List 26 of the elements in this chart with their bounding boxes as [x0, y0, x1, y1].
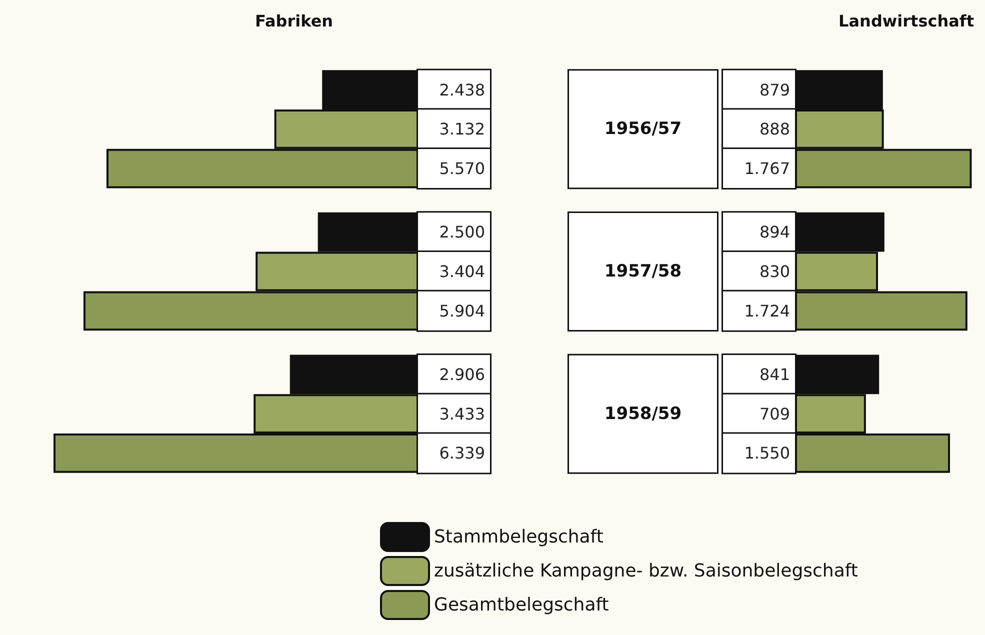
- y-tick-label: 1957/58: [604, 262, 682, 282]
- data-label: 2.500: [439, 222, 485, 242]
- legend-label: Gesamtbelegschaft: [434, 594, 609, 616]
- y-tick-label: 1958/59: [604, 404, 682, 424]
- data-label: 3.404: [439, 262, 485, 281]
- data-label: 3.433: [439, 404, 485, 424]
- data-label: 5.904: [439, 301, 485, 320]
- data-label: 879: [759, 80, 790, 100]
- data-label: 709: [759, 404, 790, 424]
- data-label: 6.339: [439, 444, 485, 463]
- data-label: 1.767: [744, 159, 790, 178]
- y-tick-label: 1956/57: [604, 119, 682, 140]
- data-label: 2.906: [439, 364, 485, 384]
- legend-label: zusätzliche Kampagne- bzw. Saisonbelegschaft: [434, 560, 858, 582]
- data-label: 841: [759, 364, 790, 384]
- data-label: 3.132: [439, 120, 485, 139]
- data-label: 888: [759, 120, 790, 139]
- legend-label: Stammbelegschaft: [434, 526, 604, 548]
- chart-title: Landwirtschaft: [838, 12, 974, 30]
- data-label: 894: [759, 222, 790, 242]
- data-label: 5.570: [439, 159, 485, 178]
- data-label: 2.438: [439, 80, 485, 100]
- chart-title: Fabriken: [255, 12, 334, 30]
- data-label: 1.550: [744, 444, 790, 463]
- data-label: 830: [759, 262, 790, 281]
- data-label: 1.724: [744, 301, 790, 320]
